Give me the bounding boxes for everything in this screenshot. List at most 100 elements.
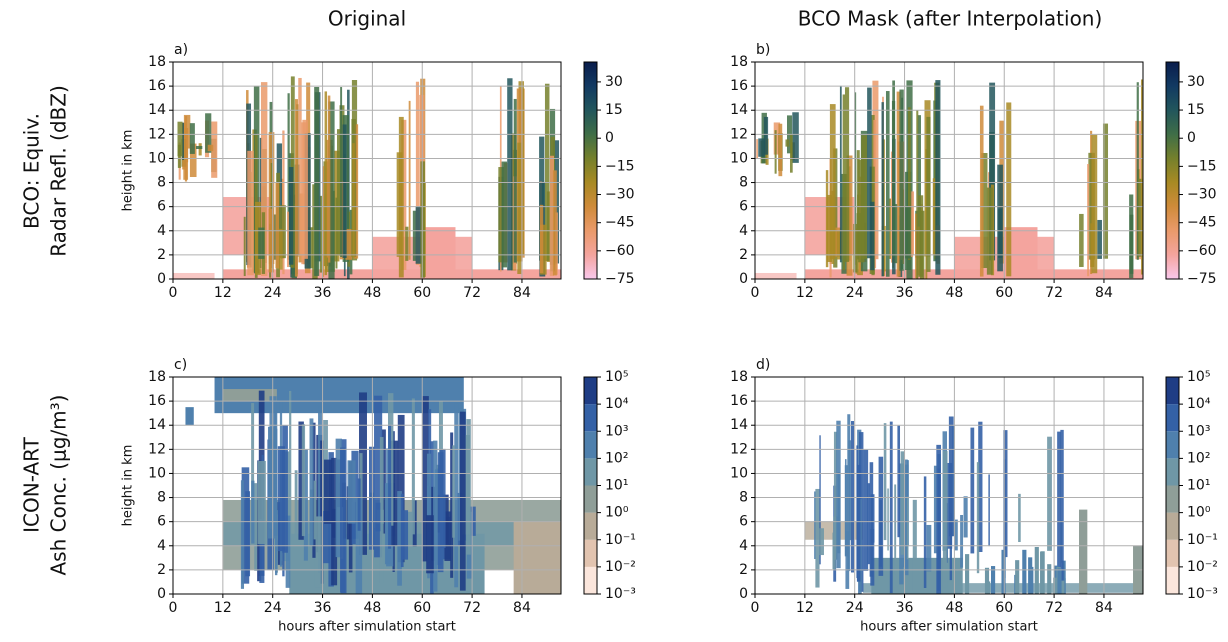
colorbar-band <box>584 431 597 459</box>
heatmap-cell <box>889 198 892 259</box>
colorbar-tick-label: −60 <box>1187 243 1217 259</box>
heatmap-cell <box>549 155 555 276</box>
heatmap-cell <box>903 459 908 568</box>
y-tick-label: 6 <box>739 199 748 215</box>
heatmap-cell <box>285 515 291 588</box>
colorbar-band <box>1166 377 1179 405</box>
heatmap-cell <box>211 121 218 178</box>
colorbar-band <box>1166 512 1179 540</box>
x-tick-label: 84 <box>1095 600 1113 616</box>
heatmap-cell <box>498 167 504 263</box>
colorbar-tick-label: 10¹ <box>605 478 628 494</box>
heatmap-cell <box>970 427 975 554</box>
colorbar-band <box>1166 431 1179 459</box>
y-tick-label: 14 <box>730 102 748 118</box>
x-tick-label: 60 <box>413 285 431 301</box>
plot-frame <box>172 376 562 595</box>
heatmap-cell <box>917 115 921 259</box>
y-tick-label: 18 <box>730 54 748 70</box>
colorbar-band <box>584 404 597 432</box>
heatmap-cell <box>314 86 320 276</box>
colorbar-tick-label: 10⁵ <box>605 369 628 385</box>
heatmap-cell <box>278 228 283 270</box>
colorbar-tick-label: 10⁻¹ <box>1187 532 1218 548</box>
y-tick-label: 4 <box>157 538 166 554</box>
y-tick-label: 14 <box>730 417 748 433</box>
heatmap-cell <box>433 440 438 592</box>
heatmap-cell <box>277 446 286 552</box>
heatmap-cell <box>415 81 420 265</box>
heatmap-cell <box>282 130 285 275</box>
colorbar-band <box>1166 485 1179 513</box>
heatmap-cell <box>839 85 842 263</box>
heatmap-cell <box>867 483 871 565</box>
heatmap-cell <box>279 205 286 259</box>
heatmap-cell <box>1022 549 1027 594</box>
heatmap-cell <box>918 195 924 277</box>
row-label: BCO: Equiv. <box>20 113 44 229</box>
heatmap-cell <box>513 98 517 263</box>
heatmap-cell <box>903 206 911 259</box>
x-tick-label: 24 <box>846 600 864 616</box>
heatmap-cell <box>544 83 550 262</box>
heatmap-cell <box>254 483 258 571</box>
colorbar-tick-label: 10¹ <box>1187 478 1210 494</box>
heatmap-cell <box>936 444 942 594</box>
heatmap-cell <box>189 143 197 178</box>
colorbar-tick-label: −45 <box>605 215 635 231</box>
heatmap-cell <box>986 581 991 594</box>
heatmap-cell <box>899 89 904 271</box>
heatmap-cell <box>1003 430 1008 558</box>
y-tick-label: 0 <box>157 271 166 287</box>
colorbar-tick-label: 30 <box>1187 74 1205 90</box>
heatmap-cell <box>462 434 470 535</box>
heatmap-field <box>804 414 1143 594</box>
heatmap-cell <box>282 425 288 553</box>
colorbar-band <box>1166 566 1179 594</box>
colorbar <box>584 62 597 279</box>
heatmap-cell <box>412 210 417 261</box>
heatmap-cell <box>507 78 513 271</box>
heatmap-cell <box>932 178 936 256</box>
heatmap-cell <box>1047 564 1052 594</box>
heatmap-cell <box>257 460 266 545</box>
heatmap-cell <box>990 566 996 594</box>
y-tick-label: 0 <box>739 586 748 602</box>
heatmap-cell <box>837 472 841 554</box>
heatmap-cell <box>850 421 855 573</box>
x-axis-label: hours after simulation start <box>860 620 1038 635</box>
heatmap-cell <box>1040 551 1045 594</box>
heatmap-cell <box>774 130 777 174</box>
x-tick-label: 48 <box>363 600 381 616</box>
heatmap-cell <box>287 93 290 260</box>
heatmap-cell <box>1091 134 1098 274</box>
heatmap-cell <box>426 515 434 574</box>
colorbar-tick-label: 10⁴ <box>1187 396 1211 412</box>
heatmap-cell <box>347 460 356 524</box>
heatmap-cell <box>756 139 758 159</box>
heatmap-cell <box>540 224 547 275</box>
colorbar-tick-label: −75 <box>605 271 635 287</box>
heatmap-cell <box>1057 568 1062 594</box>
heatmap-cell <box>846 155 853 276</box>
heatmap-cell <box>926 116 931 272</box>
heatmap-cell <box>298 77 302 256</box>
colorbar-tick-label: 0 <box>605 130 614 146</box>
heatmap-cell <box>184 115 188 182</box>
heatmap-cell <box>819 528 824 556</box>
colorbar-tick-label: 10⁰ <box>605 505 629 521</box>
colorbar-band <box>584 377 597 405</box>
y-tick-label: 18 <box>730 369 748 385</box>
heatmap-cell <box>1015 560 1020 594</box>
heatmap-cell <box>466 419 471 555</box>
heatmap-cell <box>400 510 409 560</box>
heatmap-cell <box>411 398 415 535</box>
y-tick-label: 4 <box>739 223 748 239</box>
y-axis-label: height in km <box>121 130 136 212</box>
heatmap-cell <box>405 226 409 261</box>
y-tick-label: 16 <box>730 393 748 409</box>
y-tick-label: 6 <box>157 199 166 215</box>
y-tick-label: 10 <box>148 465 166 481</box>
heatmap-cell <box>258 227 265 259</box>
